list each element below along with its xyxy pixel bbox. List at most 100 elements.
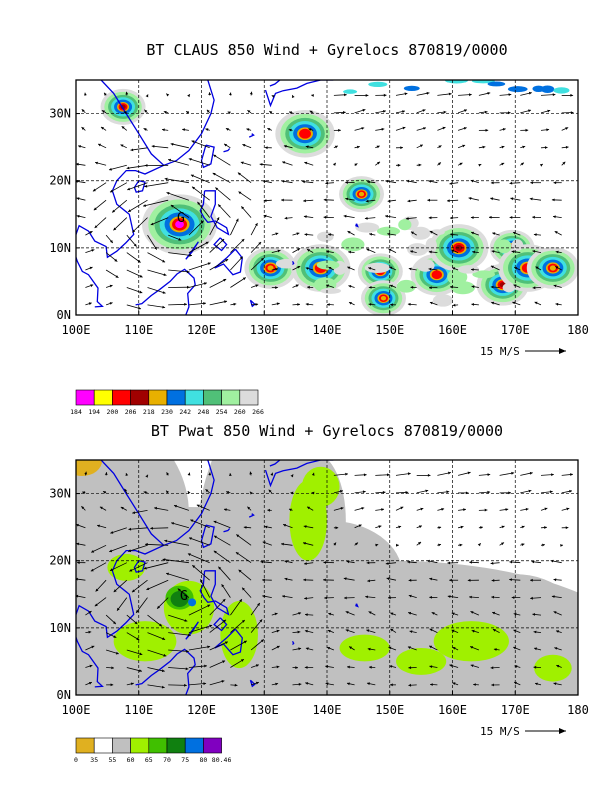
- wind-vector: [229, 473, 232, 476]
- wind-vector: [188, 645, 211, 651]
- wind-vector: [533, 233, 542, 237]
- cloud-contour: [403, 85, 420, 92]
- wind-vector: [416, 541, 422, 546]
- wind-vector: [188, 537, 210, 546]
- wind-vector: [217, 204, 231, 218]
- wind-vector: [409, 630, 417, 633]
- wind-vector: [553, 611, 562, 616]
- wind-vector: [354, 127, 365, 131]
- wind-vector: [452, 646, 459, 651]
- wind-vector: [345, 181, 355, 184]
- wind-vector: [109, 182, 127, 193]
- wind-vector: [428, 216, 438, 220]
- wind-vector: [120, 144, 127, 149]
- colorbar-swatch: [184, 389, 204, 406]
- wind-vector: [499, 162, 505, 166]
- pwat-contour: [339, 634, 390, 662]
- cloud-contour: [317, 231, 334, 242]
- wind-vector: [520, 91, 532, 96]
- wind-vector: [429, 301, 438, 306]
- wind-vector: [333, 542, 337, 546]
- wind-vector: [213, 520, 231, 529]
- wind-vector: [368, 611, 376, 616]
- pwat-contour: [170, 590, 189, 607]
- wind-vector: [343, 577, 355, 581]
- wind-vector: [326, 303, 334, 306]
- wind-vector: [499, 145, 505, 149]
- wind-vector: [165, 490, 169, 494]
- wind-vector: [395, 163, 401, 167]
- wind-vector: [143, 199, 169, 207]
- wind-vector: [109, 544, 127, 553]
- x-tick-labels: 100E 110E 120E 130E 140E 150E 160E 170E 180: [62, 311, 589, 337]
- x-tick-label: 110E: [124, 323, 153, 337]
- wind-vector: [125, 91, 129, 96]
- wind-vector: [292, 303, 301, 306]
- wind-vector: [354, 507, 365, 511]
- wind-vector: [532, 250, 542, 253]
- wind-vector: [365, 595, 376, 599]
- wind-vector: [303, 525, 314, 529]
- wind-vector: [437, 162, 442, 166]
- wind-vector: [437, 471, 451, 476]
- colorbar-swatch: [166, 737, 186, 754]
- wind-vector: [250, 602, 261, 616]
- wind-vector: [530, 181, 541, 185]
- coastline: [355, 223, 359, 228]
- wind-vector: [288, 508, 293, 512]
- wind-vector: [387, 232, 397, 236]
- wind-vector: [305, 267, 314, 271]
- cloud-contour: [267, 265, 274, 271]
- wind-vector: [367, 647, 376, 651]
- wind-vector: [132, 217, 148, 233]
- wind-vector: [509, 560, 521, 564]
- wind-vector: [429, 230, 438, 236]
- wind-vector: [145, 542, 169, 546]
- coastline: [270, 694, 274, 695]
- wind-vector: [187, 93, 191, 98]
- wind-vector: [271, 665, 280, 669]
- wind-vector: [458, 525, 464, 529]
- wind-vector: [250, 619, 263, 633]
- wind-vector: [143, 128, 148, 131]
- wind-vector: [76, 561, 86, 565]
- wind-vector: [387, 596, 397, 600]
- wind-vector: [170, 142, 189, 149]
- x-tick-label: 170E: [501, 323, 530, 337]
- wind-vector: [551, 595, 562, 598]
- wind-vector: [368, 665, 376, 669]
- wind-vector: [520, 109, 532, 114]
- wind-vector: [267, 508, 272, 512]
- wind-vector: [188, 682, 207, 686]
- colorbar-label: 60: [127, 756, 135, 764]
- wind-vector: [492, 611, 500, 616]
- wind-vector: [263, 199, 272, 202]
- colorbar-label: 55: [108, 756, 116, 764]
- wind-vector: [470, 268, 479, 271]
- wind-vector: [208, 92, 212, 96]
- wind-vector: [348, 646, 355, 651]
- wind-vector: [206, 109, 210, 114]
- wind-vector: [205, 128, 210, 131]
- wind-vector: [513, 681, 521, 686]
- wind-vector: [108, 164, 127, 171]
- colorbar-swatch: [130, 389, 150, 406]
- wind-vector: [130, 147, 148, 152]
- wind-vector: [343, 214, 355, 218]
- wind-vector: [491, 301, 500, 306]
- wind-vector: [540, 507, 548, 511]
- wind-vector: [457, 162, 463, 166]
- wind-vector: [369, 233, 376, 236]
- wind-vector: [447, 595, 459, 598]
- wind-vector: [144, 109, 148, 114]
- wind-vector: [105, 284, 113, 288]
- wind-vector: [168, 269, 190, 274]
- wind-vector: [366, 629, 376, 633]
- wind-vector: [514, 266, 521, 271]
- wind-vector: [478, 473, 491, 477]
- wind-vector: [227, 111, 231, 115]
- wind-vector: [513, 629, 521, 633]
- wind-vector: [539, 163, 544, 167]
- wind-vector: [345, 611, 355, 616]
- wind-vector: [457, 127, 467, 131]
